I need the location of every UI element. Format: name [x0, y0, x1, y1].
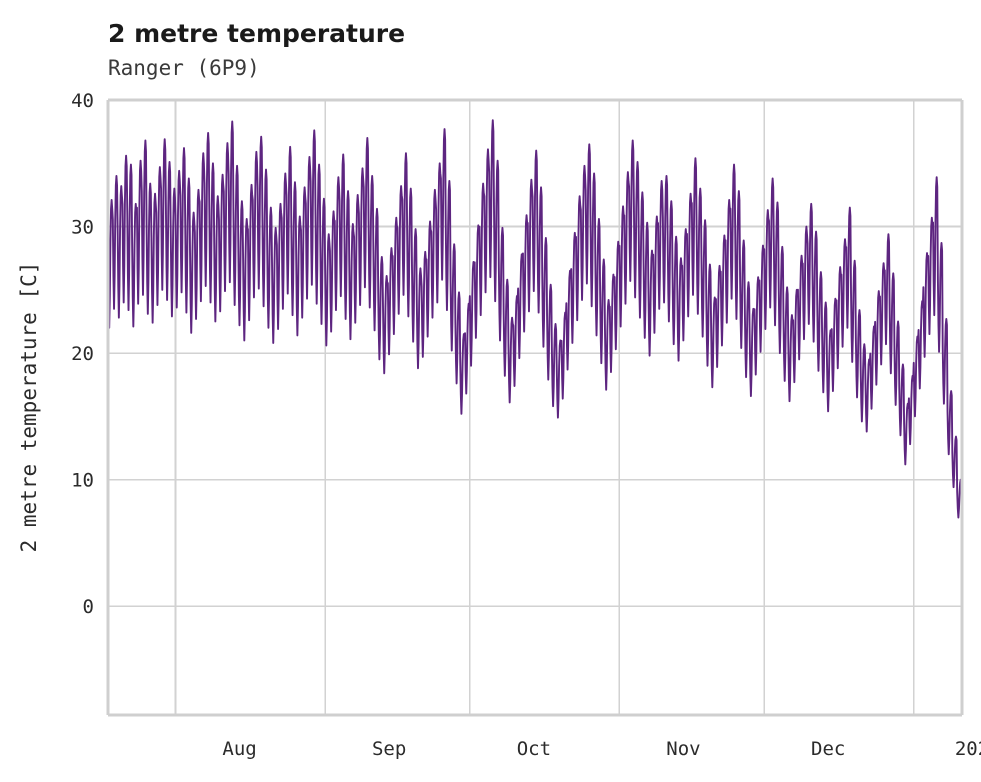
x-axis-tick-labels: Aug Sep Oct Nov Dec 2026: [222, 738, 981, 760]
y-tick-label: 10: [71, 470, 94, 492]
x-tick-label: Oct: [517, 738, 551, 760]
chart-title: 2 metre temperature: [108, 19, 405, 48]
chart-subtitle: Ranger (6P9): [108, 56, 260, 80]
y-tick-label: 30: [71, 217, 94, 239]
x-tick-label: Nov: [666, 738, 700, 760]
y-tick-label: 0: [83, 596, 94, 618]
y-tick-label: 20: [71, 343, 94, 365]
axis-spines: [106, 98, 964, 717]
x-tick-label: 2026: [955, 738, 981, 760]
temperature-series-line: [108, 119, 962, 519]
plot-area: [108, 119, 962, 519]
x-tick-label: Sep: [372, 738, 406, 760]
x-tick-label: Dec: [811, 738, 845, 760]
y-axis-tick-labels: 0 10 20 30 40: [71, 90, 94, 618]
y-axis-title: 2 metre temperature [C]: [17, 262, 41, 553]
x-tick-label: Aug: [222, 738, 256, 760]
y-tick-label: 40: [71, 90, 94, 112]
